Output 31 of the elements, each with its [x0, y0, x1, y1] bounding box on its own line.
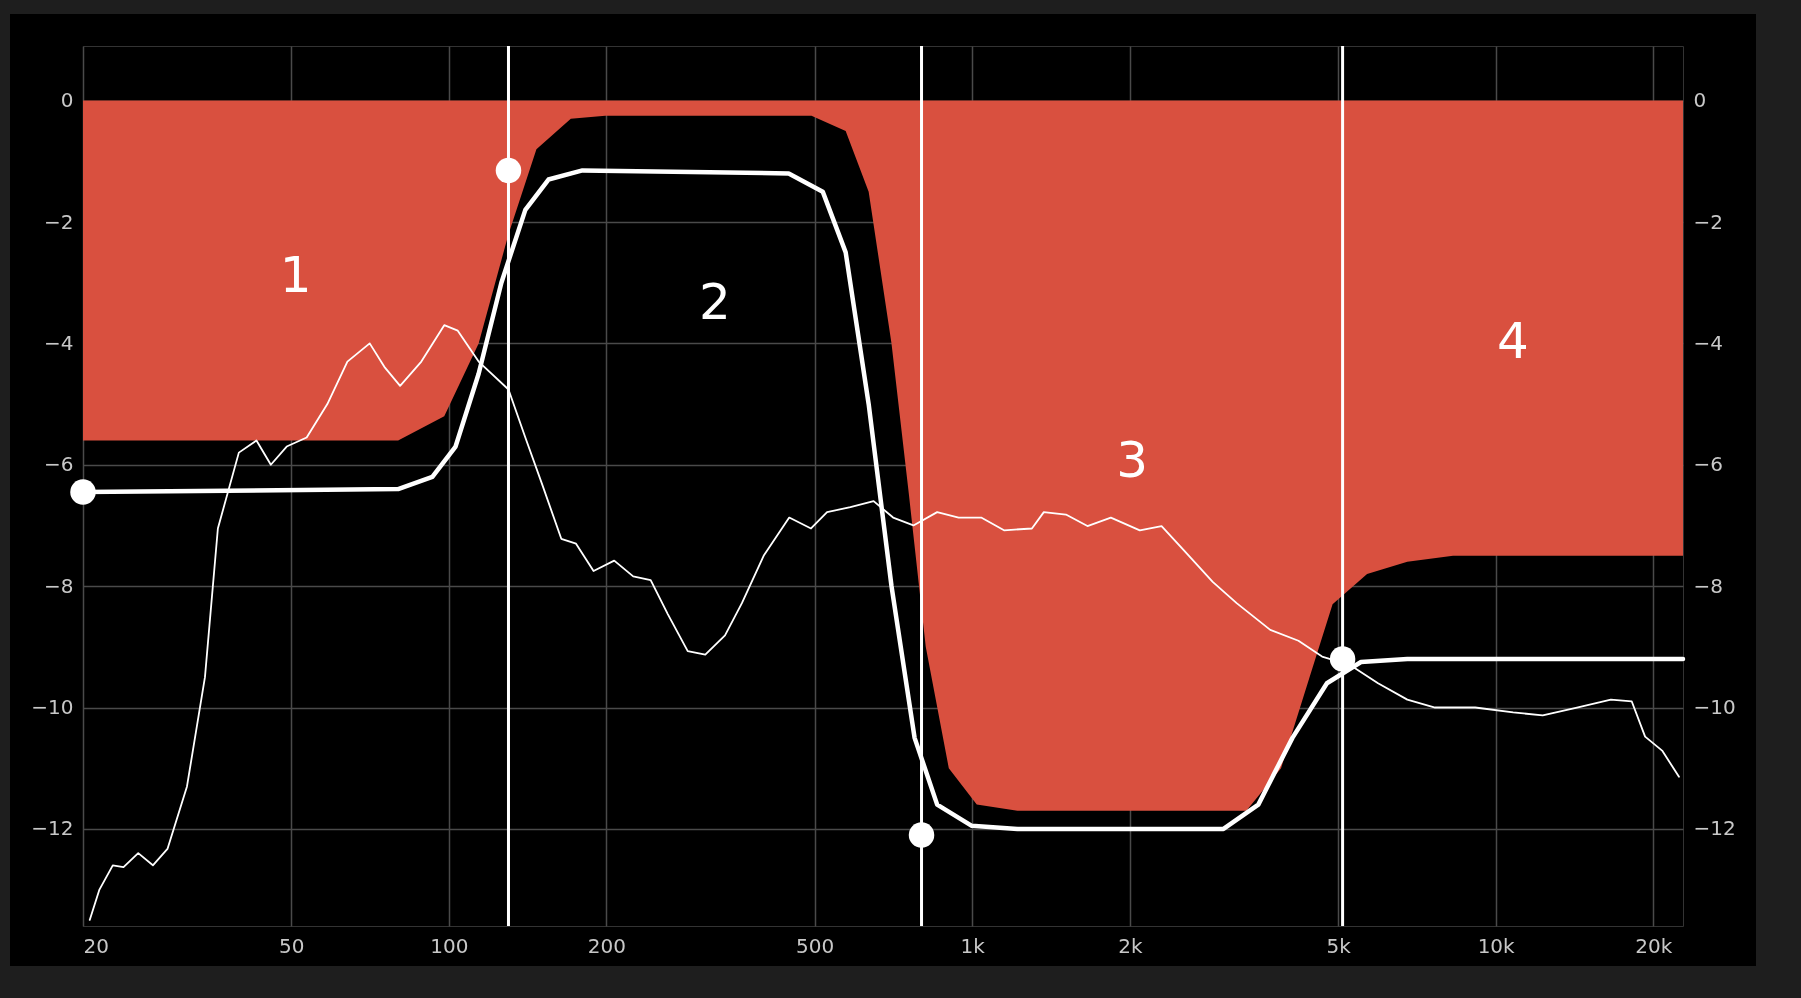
y2-tick-label: −10 [1693, 695, 1736, 720]
y2-tick-label: 0 [1693, 88, 1707, 113]
y-tick-label: −8 [44, 573, 74, 598]
y-tick-label: −2 [44, 209, 74, 234]
y2-tick-label: −8 [1693, 573, 1723, 598]
x-tick-label: 20k [1635, 933, 1673, 958]
y-tick-label: −6 [44, 452, 74, 477]
x-tick-label: 2k [1118, 933, 1143, 958]
point [1329, 646, 1356, 672]
annotation: 4 [1496, 312, 1529, 371]
x-tick-label: 20 [83, 933, 109, 958]
y2-tick-label: −12 [1693, 816, 1736, 841]
y2-tick-label: −4 [1693, 330, 1723, 355]
y-tick-label: 0 [60, 88, 74, 113]
x-tick-label: 500 [796, 933, 835, 958]
y-tick-label: −12 [31, 816, 74, 841]
point [70, 479, 96, 505]
annotation: 3 [1116, 430, 1148, 489]
x-tick-label: 5k [1326, 933, 1352, 958]
x-tick-label: 50 [279, 933, 305, 958]
annotation: 1 [279, 245, 312, 304]
annotation: 2 [699, 272, 731, 331]
y-tick-label: −4 [44, 330, 74, 355]
x-tick-label: 200 [587, 933, 626, 958]
x-tick-label: 100 [430, 933, 469, 958]
y2-tick-label: −6 [1693, 452, 1723, 477]
y2-tick-label: −2 [1693, 209, 1723, 234]
x-tick-label: 10k [1477, 933, 1516, 958]
x-tick-label: 1k [960, 933, 986, 958]
point [908, 822, 935, 848]
y-tick-label: −10 [31, 695, 74, 720]
